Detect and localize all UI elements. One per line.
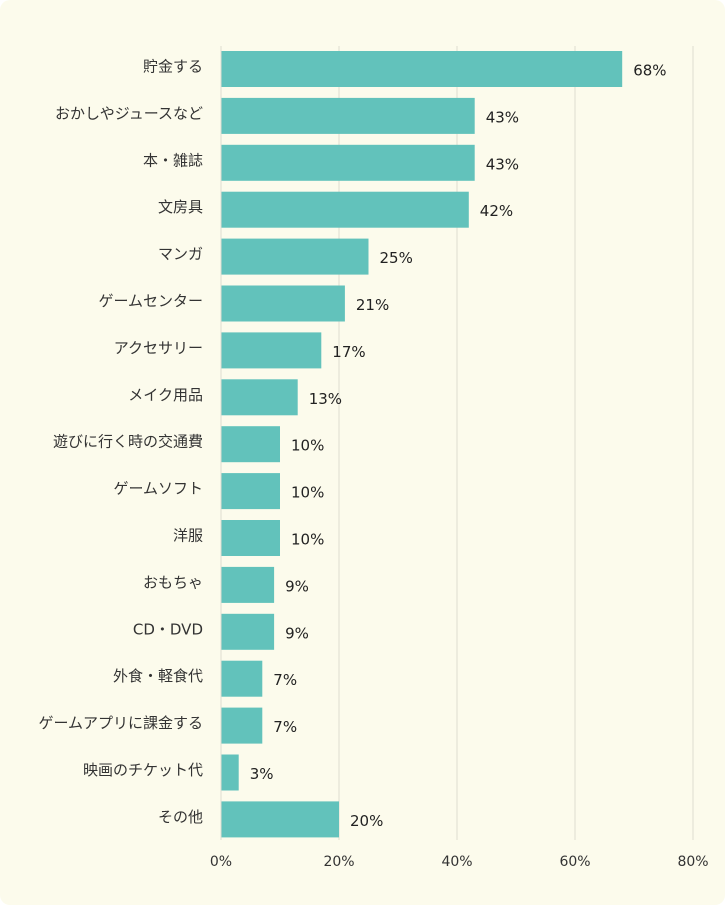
x-tick-label: 40% [441,854,472,870]
bar [221,97,475,134]
value-label: 42% [480,202,513,220]
category-label: 映画のチケット代 [83,761,203,779]
value-label: 25% [380,249,413,267]
value-label: 3% [250,765,274,783]
value-label: 21% [356,296,389,314]
value-label: 17% [332,343,365,361]
value-label: 10% [291,531,324,549]
value-label: 10% [291,484,324,502]
value-label: 20% [350,812,383,830]
category-label: メイク用品 [128,386,203,404]
bar [221,473,280,510]
bar [221,379,298,416]
x-tick-label: 60% [559,854,590,870]
bar [221,238,369,275]
category-label: ゲームセンター [98,292,203,310]
value-label: 9% [285,624,309,642]
value-label: 68% [633,62,666,80]
category-label: 本・雑誌 [143,151,203,169]
category-label: 外食・軽食代 [113,667,203,685]
category-label: CD・DVD [133,620,203,638]
category-label: 貯金する [143,58,203,76]
value-label: 10% [291,437,324,455]
category-label: 文房具 [158,198,203,216]
bar [221,426,280,463]
x-tick-label: 20% [323,854,354,870]
bar [221,660,263,697]
value-label: 9% [285,577,309,595]
value-label: 43% [486,108,519,126]
x-tick-label: 80% [677,854,708,870]
bar [221,51,623,87]
category-label: 遊びに行く時の交通費 [53,433,203,451]
bar [221,613,275,650]
bar [221,191,469,228]
category-label: その他 [158,808,203,826]
category-label: おもちゃ [143,573,203,591]
value-label: 43% [486,155,519,173]
bar [221,754,239,791]
value-label: 13% [309,390,342,408]
bar [221,520,280,556]
x-tick-label: 0% [210,854,232,870]
category-label: アクセサリー [114,339,203,357]
category-label: ゲームアプリに課金する [38,714,203,732]
category-label: おかしやジュースなど [55,104,203,122]
bar [221,285,345,322]
bar [221,707,263,744]
bar [221,144,475,181]
category-label: ゲームソフト [113,480,203,498]
value-label: 7% [273,718,297,736]
bar [221,332,322,369]
bar [221,566,275,603]
category-label: 洋服 [173,527,203,545]
category-label: マンガ [158,245,203,263]
value-label: 7% [273,671,297,689]
bar [221,801,339,838]
